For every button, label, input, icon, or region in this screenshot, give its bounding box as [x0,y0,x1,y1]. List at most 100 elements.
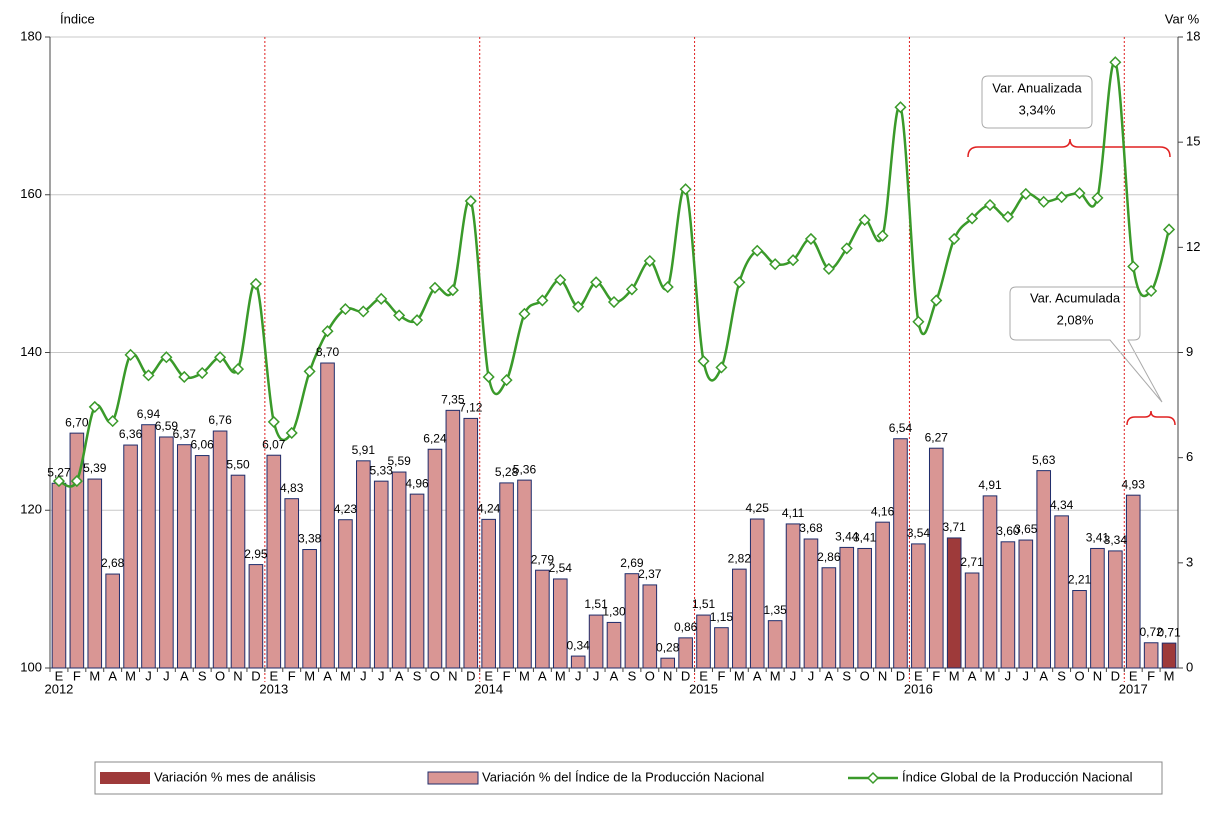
x-tick-label: A [538,668,547,683]
x-tick-label: O [430,668,440,683]
callout-box [981,75,1093,129]
bar [839,546,855,669]
legend-swatch [866,771,880,785]
data-label: 2,71 [960,555,984,569]
y2-tick-label: 9 [1186,344,1193,359]
x-tick-label: F [288,668,296,683]
data-label: 0,28 [656,640,680,654]
bar [696,614,711,669]
data-label: 6,54 [889,421,913,435]
marker [357,305,370,318]
marker [1091,191,1104,204]
bar [176,444,192,669]
x-tick-label: M [340,668,351,683]
bar [212,430,228,669]
bar [678,637,693,669]
data-label: 0,72 [1139,625,1163,639]
x-tick-label: D [681,668,690,683]
marker [52,475,66,488]
bar [570,655,586,669]
x-tick-label: F [73,668,81,683]
data-label: 6,70 [65,415,89,429]
data-label: 1,51 [584,597,608,611]
data-label: 4,11 [782,506,805,520]
x-tick-label: M [304,668,315,683]
x-tick-label: O [1074,668,1084,683]
data-label: 0,34 [567,638,591,652]
x-tick-label: M [89,668,100,683]
y-tick-label: 180 [20,28,42,43]
data-label: 2,86 [817,550,841,564]
data-label: 6,76 [208,413,232,427]
data-label: 6,59 [155,419,179,433]
bar [445,409,461,669]
brace [1126,410,1176,426]
y-tick-label: 100 [20,659,42,674]
bar [105,573,120,669]
bar [588,614,604,669]
data-label: 7,35 [441,393,465,407]
marker [822,262,835,275]
x-tick-label: A [753,668,762,683]
x-tick-label: S [628,668,637,683]
marker [196,366,209,380]
bar [1161,642,1177,669]
x-tick-label: N [448,668,457,683]
marker [769,258,782,271]
marker [894,101,907,114]
data-label: 6,27 [925,430,949,444]
bar [821,567,837,669]
year-label: 2015 [689,681,718,696]
data-label: 3,34 [1104,533,1128,547]
annotation: Var. Acumulada [1030,290,1121,305]
data-label: 4,16 [871,504,895,518]
data-label: 5,28 [495,465,519,479]
data-label: 5,36 [513,462,537,476]
marker [267,415,280,428]
x-tick-label: N [233,668,242,683]
x-tick-label: S [1057,668,1066,683]
bar [893,438,908,669]
y-axis-label: Índice [60,11,95,26]
bar [1036,470,1052,669]
marker [607,295,621,309]
bar [302,549,317,669]
marker [679,183,692,196]
marker [840,242,853,255]
y-tick-label: 140 [20,344,42,359]
x-tick-label: A [825,668,834,683]
bar [481,518,496,669]
bar [123,444,138,669]
data-label: 7,12 [459,401,483,415]
data-label: 4,34 [1050,498,1074,512]
data-label: 6,06 [191,438,215,452]
marker [1162,223,1176,236]
marker [518,307,531,320]
x-tick-label: D [251,668,260,683]
bar [499,482,514,669]
x-tick-label: E [914,668,923,683]
bar [1143,642,1159,669]
x-tick-label: E [699,668,708,683]
data-label: 2,69 [620,556,644,570]
x-tick-label: A [1039,668,1048,683]
marker [231,363,245,376]
bar [1108,550,1123,669]
bar [463,417,479,669]
marker [1073,187,1086,200]
data-label: 2,54 [549,561,573,575]
year-label: 2016 [904,681,933,696]
x-tick-label: E [484,668,493,683]
bar [427,448,443,669]
x-tick-label: F [1147,668,1155,683]
data-label: 5,33 [370,463,394,477]
bar [785,523,801,669]
data-label: 5,91 [352,443,376,457]
bar [642,584,658,669]
x-tick-label: S [842,668,851,683]
data-label: 6,24 [423,431,447,445]
marker [983,198,997,212]
bar [338,519,353,669]
data-label: 3,54 [907,526,931,540]
marker [643,254,656,268]
